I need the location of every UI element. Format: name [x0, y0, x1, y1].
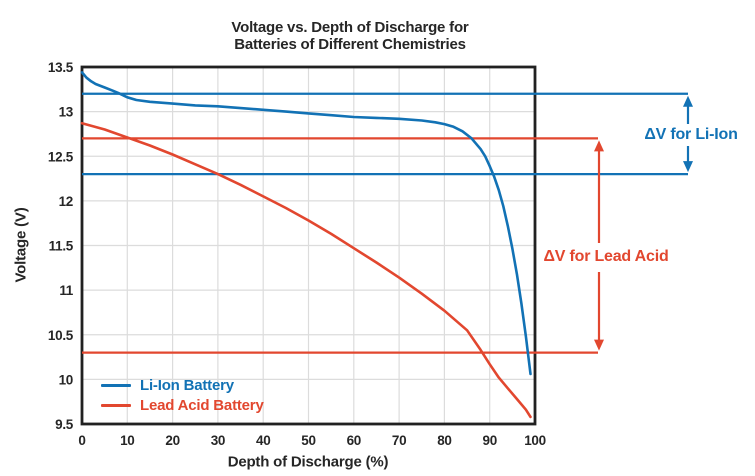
- y-tick-label: 9.5: [55, 417, 74, 432]
- y-tick-label: 11: [59, 283, 73, 298]
- x-tick-label: 100: [524, 433, 546, 448]
- lead-acid-line-swatch: [101, 404, 131, 407]
- li-ion-legend-label: Li-Ion Battery: [140, 377, 234, 394]
- x-tick-label: 20: [165, 433, 179, 448]
- x-tick-label: 10: [120, 433, 134, 448]
- y-tick-label: 12: [59, 194, 73, 209]
- legend-item-li-ion: Li-Ion Battery: [101, 377, 264, 394]
- chart-title-line1: Voltage vs. Depth of Discharge for: [231, 19, 469, 36]
- legend-item-lead-acid: Lead Acid Battery: [101, 397, 264, 414]
- lead-acid-curve: [80, 121, 532, 419]
- y-tick-label: 12.5: [48, 149, 74, 164]
- x-axis-title: Depth of Discharge (%): [227, 453, 389, 471]
- x-tick-label: 60: [347, 433, 361, 448]
- lead-acid-delta-arrow-up-head: [594, 140, 604, 152]
- lead-acid-legend-label: Lead Acid Battery: [140, 397, 264, 414]
- x-tick-label: 50: [301, 433, 315, 448]
- chart-title-line2: Batteries of Different Chemistries: [234, 36, 466, 53]
- li-ion-delta-arrow-down-head: [683, 161, 693, 173]
- x-tick-label: 90: [482, 433, 496, 448]
- x-tick-label: 30: [211, 433, 225, 448]
- y-axis-title: Voltage (V): [12, 207, 30, 283]
- li-ion-line-swatch: [101, 384, 131, 387]
- li-ion-curve: [80, 71, 532, 376]
- y-tick-label: 13.5: [48, 60, 74, 75]
- x-tick-label: 40: [256, 433, 270, 448]
- delta-v-li-ion-label: ΔV for Li-Ion: [644, 126, 738, 143]
- y-tick-label: 10.5: [48, 328, 74, 343]
- legend: Li-Ion Battery Lead Acid Battery: [101, 377, 264, 414]
- li-ion-delta-arrow-up-head: [683, 95, 693, 107]
- plot-border: [80, 65, 537, 426]
- y-tick-label: 11.5: [49, 239, 74, 254]
- x-tick-label: 70: [392, 433, 406, 448]
- delta-v-lead-acid-label: ΔV for Lead Acid: [543, 248, 669, 265]
- y-tick-label: 10: [59, 372, 73, 387]
- chart-title: Voltage vs. Depth of Discharge for Batte…: [231, 19, 468, 53]
- x-tick-label: 0: [78, 433, 85, 448]
- x-tick-label: 80: [437, 433, 451, 448]
- y-tick-label: 13: [59, 105, 74, 120]
- lead-acid-delta-arrow-down-head: [594, 339, 604, 351]
